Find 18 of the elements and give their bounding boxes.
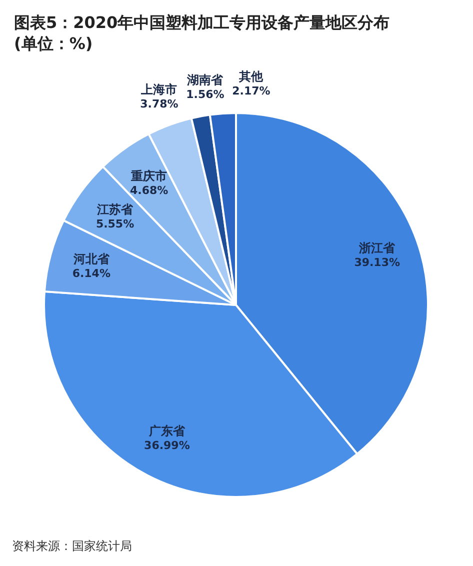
data-label: 1.56% xyxy=(186,88,224,101)
slice-label: 河北省 xyxy=(72,252,110,266)
data-label: 6.14% xyxy=(72,267,110,280)
data-label: 39.13% xyxy=(354,256,400,269)
data-label: 4.68% xyxy=(130,184,168,198)
data-label: 5.55% xyxy=(96,218,134,231)
slice-label: 广东省 xyxy=(148,424,186,438)
data-label: 2.17% xyxy=(232,84,270,98)
data-label: 36.99% xyxy=(144,438,190,452)
chart-title: 图表5：2020年中国塑料加工专用设备产量地区分布(单位：%) xyxy=(14,13,390,53)
slice-label: 重庆市 xyxy=(130,169,168,184)
slice-label: 浙江省 xyxy=(358,240,396,255)
slice-label: 上海市 xyxy=(140,82,178,97)
slice-label: 湖南省 xyxy=(186,72,224,87)
data-label: 3.78% xyxy=(140,98,178,111)
slice-label: 其他 xyxy=(238,70,264,84)
slice-label: 江苏省 xyxy=(96,202,134,217)
text: 资料来源：国家统计局 xyxy=(12,539,132,553)
